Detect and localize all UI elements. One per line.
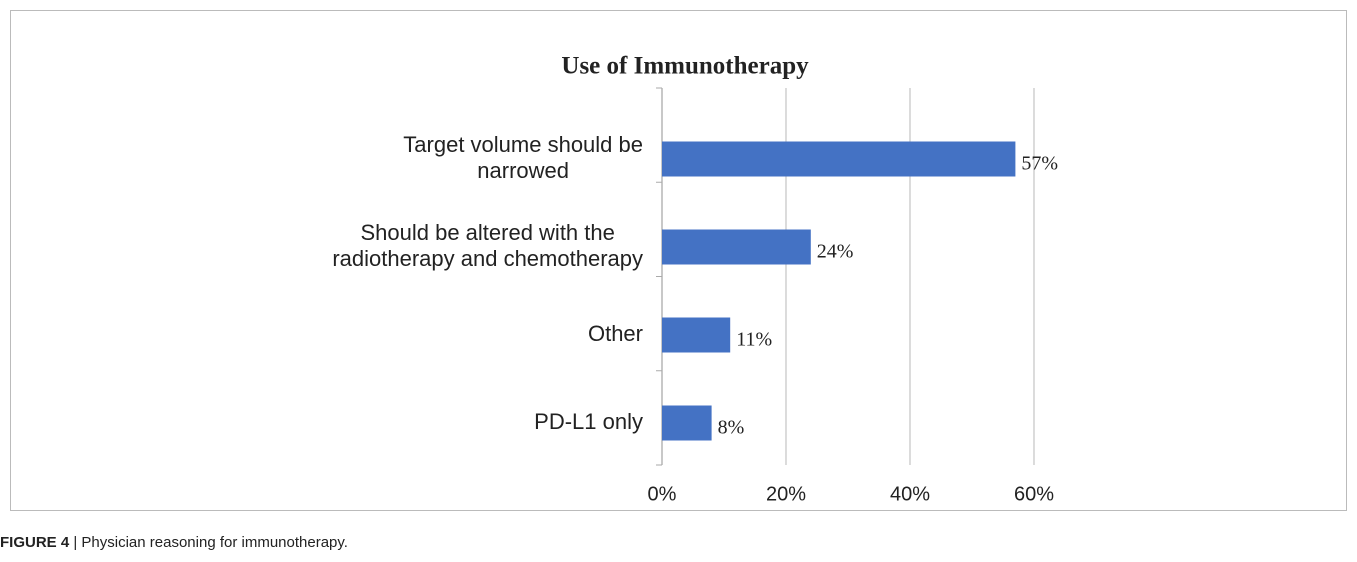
label-line: Target volume should be [403, 132, 643, 157]
value-label: 11% [736, 329, 772, 351]
x-tick-label: 60% [1014, 483, 1054, 505]
bar [662, 229, 811, 265]
x-tick-label: 20% [766, 483, 806, 505]
y-tick-label: Other [588, 321, 643, 346]
figure-label: FIGURE 4 [0, 534, 70, 551]
value-label: 24% [817, 241, 854, 263]
bar [662, 405, 712, 441]
label-line: Should be altered with the [360, 220, 614, 245]
label-line: narrowed [477, 158, 569, 183]
y-tick-label: PD-L1 only [534, 409, 643, 434]
value-label: 57% [1021, 153, 1058, 175]
x-tick-label: 40% [890, 483, 930, 505]
value-label: 8% [718, 417, 745, 439]
x-tick-label: 0% [648, 483, 677, 505]
y-tick-label: Target volume should be narrowed [403, 132, 643, 183]
bar [662, 317, 731, 353]
label-line: radiotherapy and chemotherapy [332, 246, 643, 271]
caption-text: | Physician reasoning for immunotherapy. [73, 534, 348, 551]
caption: FIGURE 4 | Physician reasoning for immun… [0, 534, 348, 551]
chart-title: Use of Immunotherapy [561, 53, 809, 80]
bar [662, 141, 1016, 177]
y-tick-label: Should be altered with the radiotherapy a… [332, 220, 643, 271]
